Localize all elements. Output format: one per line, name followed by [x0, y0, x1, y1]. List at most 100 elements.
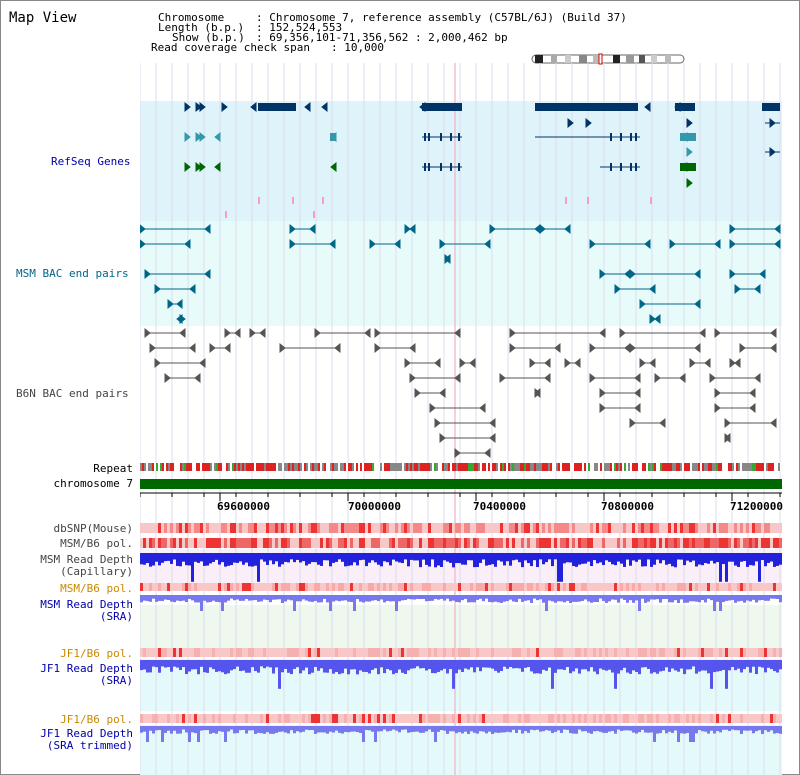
heat-cell: [542, 583, 545, 591]
depth-bar: [710, 726, 713, 731]
heat-cell: [494, 538, 497, 548]
depth-bar: [449, 726, 452, 732]
heat-cell: [779, 523, 782, 533]
depth-bar: [449, 553, 452, 563]
heat-cell: [164, 648, 167, 657]
depth-bar: [431, 726, 434, 732]
heat-cell: [371, 523, 374, 533]
depth-bar: [323, 553, 326, 561]
depth-bar: [488, 595, 491, 603]
heat-cell: [332, 583, 335, 591]
heat-cell: [314, 538, 317, 548]
feature-arrow: [714, 402, 721, 414]
repeat-mark: [316, 463, 318, 471]
heat-cell: [731, 714, 734, 723]
depth-bar: [143, 726, 146, 732]
heat-cell: [527, 583, 530, 591]
msm-depth-sra-sub: (SRA): [99, 610, 133, 623]
feature-arrow: [699, 327, 706, 339]
exon-mark: [610, 163, 612, 171]
depth-bar: [380, 595, 383, 600]
feature-arrow: [199, 101, 206, 113]
coverage-label: Read coverage check span: [151, 41, 310, 54]
repeat-mark: [174, 463, 176, 471]
repeat-mark: [146, 463, 148, 471]
depth-bar: [152, 595, 155, 599]
heat-cell: [701, 523, 704, 533]
repeat-mark: [262, 463, 264, 471]
depth-bar: [389, 595, 392, 602]
heat-cell: [731, 648, 734, 657]
depth-bar: [230, 726, 233, 730]
heat-cell: [335, 648, 338, 657]
chromosome-ideogram[interactable]: [531, 53, 686, 65]
heat-cell: [173, 538, 176, 548]
depth-bar: [641, 595, 644, 599]
depth-bar: [386, 595, 389, 601]
depth-bar: [392, 553, 395, 560]
heat-cell: [566, 523, 569, 533]
gene-block: [675, 103, 695, 111]
depth-bar: [437, 660, 440, 672]
heat-cell: [590, 648, 593, 657]
heat-cell: [521, 538, 524, 548]
depth-bar: [530, 726, 533, 730]
repeat-mark: [598, 463, 600, 471]
heat-cell: [221, 648, 224, 657]
feature-arrow: [679, 372, 686, 384]
depth-bar: [203, 726, 206, 731]
heat-cell: [371, 714, 374, 723]
repeat-mark: [614, 463, 616, 471]
msm-depth-capillary-label: MSM Read Depth: [40, 553, 133, 566]
heat-cell: [509, 523, 512, 533]
repeat-mark: [680, 463, 682, 471]
depth-bar: [680, 726, 683, 734]
depth-bar: [623, 595, 626, 600]
repeat-mark: [734, 463, 736, 471]
feature-arrow: [259, 327, 266, 339]
tracks-canvas[interactable]: [140, 97, 782, 775]
depth-bar: [677, 553, 680, 560]
heat-cell: [584, 714, 587, 723]
depth-bar: [257, 553, 260, 582]
heat-cell: [230, 523, 233, 533]
heat-cell: [701, 583, 704, 591]
heat-cell: [440, 538, 443, 548]
depth-bar: [392, 726, 395, 730]
depth-bar: [206, 726, 209, 731]
heat-cell: [245, 583, 248, 591]
depth-bar: [617, 726, 620, 730]
heat-cell: [395, 523, 398, 533]
heat-cell: [218, 648, 221, 657]
heat-cell: [329, 523, 332, 533]
repeat-mark: [522, 463, 524, 471]
feature-arrow: [176, 313, 183, 325]
repeat-mark: [252, 463, 254, 471]
repeat-mark: [296, 463, 298, 471]
feature-arrow: [429, 402, 436, 414]
heat-cell: [575, 583, 578, 591]
heat-cell: [371, 648, 374, 657]
depth-bar: [335, 726, 338, 731]
repeat-mark: [694, 463, 696, 471]
depth-bar: [437, 553, 440, 566]
depth-bar: [608, 595, 611, 602]
heat-cell: [230, 714, 233, 723]
depth-bar: [668, 660, 671, 672]
heat-cell: [626, 714, 629, 723]
depth-bar: [749, 553, 752, 566]
heat-cell: [188, 538, 191, 548]
depth-bar: [527, 660, 530, 668]
heat-cell: [248, 714, 251, 723]
heat-cell: [545, 583, 548, 591]
heat-cell: [746, 648, 749, 657]
depth-bar: [230, 595, 233, 599]
snp-mark: [650, 197, 652, 204]
gene-block: [680, 133, 696, 141]
depth-bar: [701, 660, 704, 671]
heat-cell: [476, 523, 479, 533]
heat-cell: [497, 648, 500, 657]
heat-cell: [641, 648, 644, 657]
repeat-mark: [496, 463, 498, 471]
heat-cell: [734, 523, 737, 533]
